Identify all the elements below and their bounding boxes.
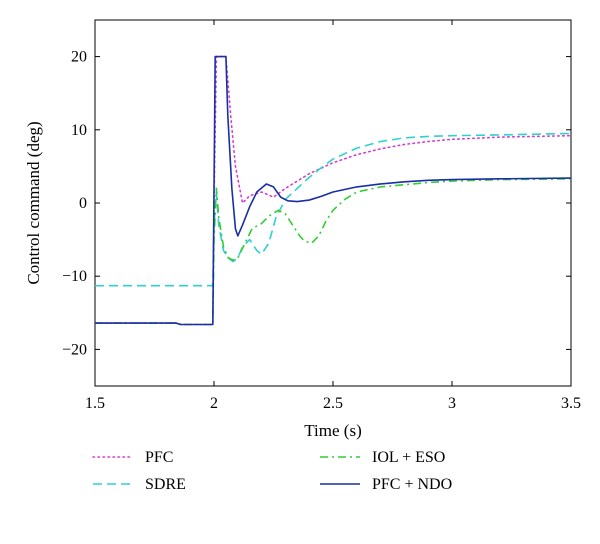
y-tick-label: −20	[62, 341, 87, 358]
legend-label: IOL + ESO	[372, 449, 445, 466]
series-line-pfc-ndo	[95, 55, 571, 326]
y-axis-label: Control command (deg)	[24, 121, 43, 284]
y-axis-ticks: −20 −10 0 10 20	[62, 49, 571, 358]
series-line-iol-eso	[95, 178, 571, 326]
y-tick-label: 0	[79, 195, 87, 212]
plot-area	[94, 19, 572, 387]
legend-label: PFC	[145, 449, 173, 466]
x-tick-label: 3	[448, 395, 456, 412]
series-lines	[95, 55, 571, 326]
x-axis-label: Time (s)	[304, 421, 361, 440]
x-tick-label: 3.5	[561, 395, 581, 412]
series-line-sdre	[95, 132, 571, 287]
x-tick-label: 1.5	[85, 395, 105, 412]
x-tick-label: 2	[210, 395, 218, 412]
x-axis-ticks: 1.5 2 2.5 3 3.5	[85, 20, 581, 412]
x-tick-label: 2.5	[323, 395, 343, 412]
y-tick-label: 20	[71, 49, 87, 66]
y-tick-label: −10	[62, 268, 87, 285]
legend-label: SDRE	[145, 476, 186, 493]
legend-label: PFC + NDO	[372, 476, 452, 493]
legend: PFC SDRE IOL + ESO PFC + NDO	[92, 449, 452, 493]
y-tick-label: 10	[71, 122, 87, 139]
